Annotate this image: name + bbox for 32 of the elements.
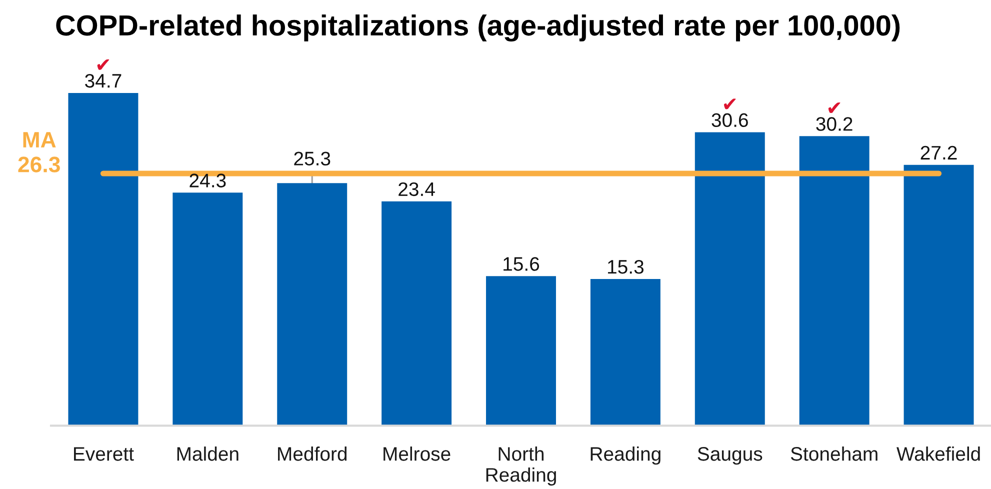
data-label: 23.4 <box>398 182 435 196</box>
chart-title: COPD-related hospitalizations (age-adjusted rate per 100,000) <box>56 14 900 42</box>
x-tick-label: Everett <box>74 447 134 461</box>
annotation: ✔ <box>724 98 736 110</box>
x-tick-label: Melrose <box>384 446 450 461</box>
bar <box>486 276 556 426</box>
annotation: ✔ <box>828 102 840 114</box>
ref-line-label: MA 26.3 <box>18 132 60 172</box>
bar <box>277 183 348 426</box>
bar <box>172 192 243 426</box>
x-tick-label: Stoneham <box>790 446 878 461</box>
bar <box>590 278 660 426</box>
x-tick-label: Medford <box>278 446 347 461</box>
data-label: 15.6 <box>504 257 540 271</box>
x-tick-label: North Reading <box>486 446 556 486</box>
data-label: 25.3 <box>294 152 330 166</box>
bar <box>68 92 138 426</box>
bar <box>799 136 870 426</box>
data-label: 34.7 <box>85 74 122 88</box>
bar <box>904 164 974 426</box>
x-tick-label: Malden <box>177 446 238 461</box>
bar <box>694 132 765 426</box>
data-label: 30.6 <box>712 113 748 128</box>
x-tick-label: Reading <box>590 446 660 465</box>
bar <box>382 201 452 426</box>
x-tick-label: Wakefield <box>896 446 980 461</box>
x-tick-label: Saugus <box>698 447 762 465</box>
data-label: 24.3 <box>190 174 226 188</box>
data-label: 15.3 <box>608 260 644 274</box>
annotation: ✔ <box>97 59 110 70</box>
data-label: 30.2 <box>816 117 852 131</box>
data-label: 27.2 <box>920 146 957 160</box>
